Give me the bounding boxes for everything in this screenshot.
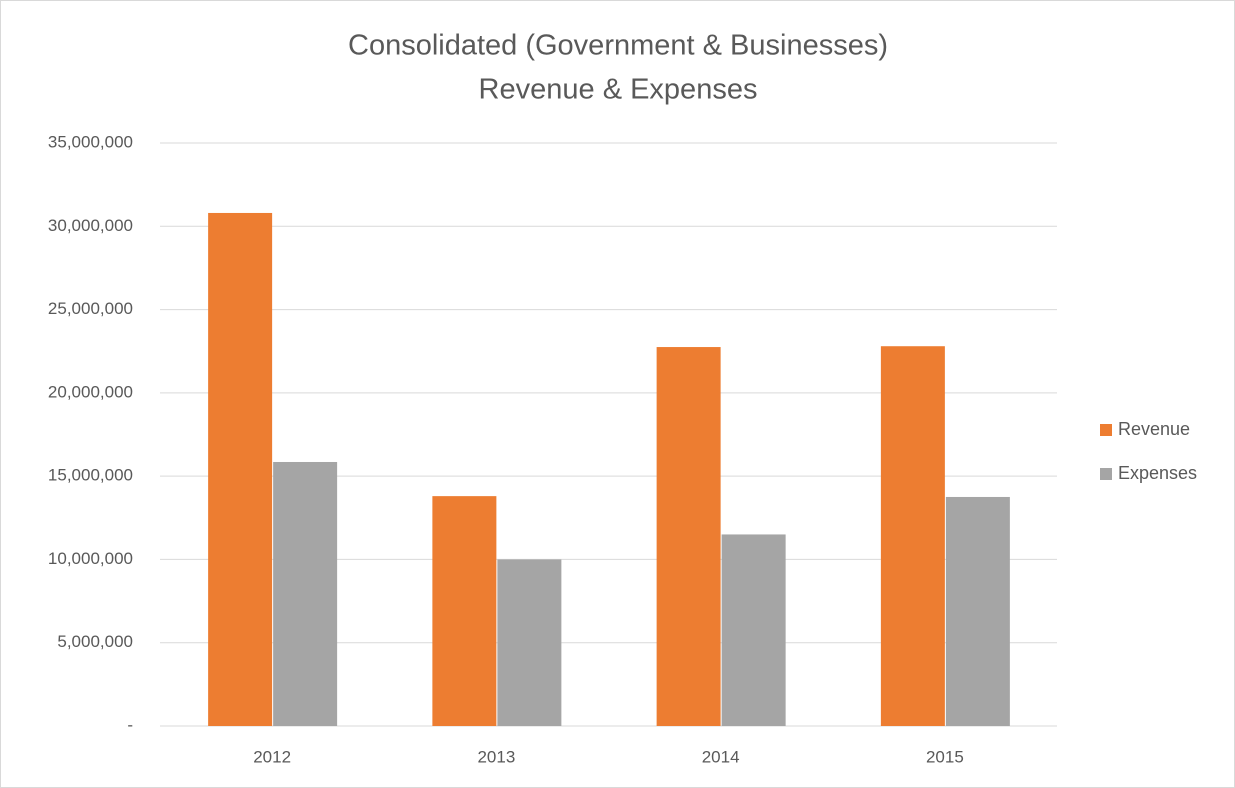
x-tick-label: 2014 <box>702 747 740 766</box>
x-tick-label: 2013 <box>477 747 515 766</box>
legend-swatch <box>1100 468 1112 480</box>
bar <box>656 347 721 726</box>
y-tick-label: - <box>127 715 133 734</box>
bar <box>880 346 945 726</box>
legend-label: Expenses <box>1118 463 1197 483</box>
y-tick-label: 30,000,000 <box>48 216 133 235</box>
legend-label: Revenue <box>1118 419 1190 439</box>
chart-title: Consolidated (Government & Businesses) <box>348 30 888 62</box>
bar <box>945 496 1010 726</box>
y-tick-label: 15,000,000 <box>48 466 133 485</box>
bar <box>208 212 273 726</box>
x-tick-label: 2012 <box>253 747 291 766</box>
x-tick-label: 2015 <box>926 747 964 766</box>
y-tick-label: 20,000,000 <box>48 382 133 401</box>
y-tick-label: 10,000,000 <box>48 549 133 568</box>
chart-title: Revenue & Expenses <box>479 74 758 106</box>
bar <box>497 559 562 726</box>
bar <box>273 461 338 726</box>
bar <box>432 496 497 726</box>
y-tick-label: 25,000,000 <box>48 299 133 318</box>
legend-swatch <box>1100 424 1112 436</box>
bar <box>721 534 786 726</box>
y-tick-label: 5,000,000 <box>57 632 133 651</box>
y-tick-label: 35,000,000 <box>48 132 133 151</box>
